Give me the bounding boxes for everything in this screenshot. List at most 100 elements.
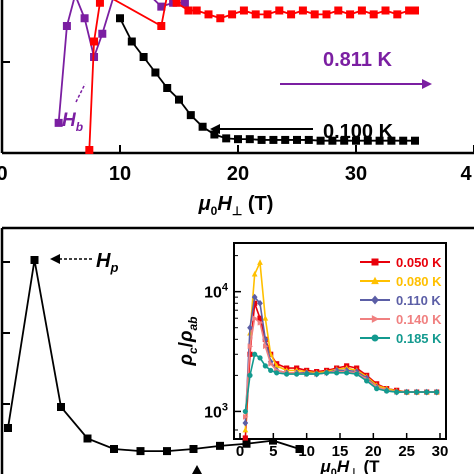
top-series-point [172,0,181,7]
bottom-series-point [269,436,277,445]
bottom-series-point [189,445,198,453]
hp-arrow-head [50,254,60,264]
bottom-series-point [242,439,251,448]
top-x-tick-label: 30 [345,163,367,185]
top-series-point [127,37,136,46]
top-series-point [275,6,284,15]
bottom-series-point [295,445,304,453]
inset-series-point [324,370,330,376]
top-series-point [222,134,231,143]
legend-marker [371,258,379,266]
top-series-point [139,53,148,61]
top-x-tick-label: 10 [109,163,131,185]
top-series-point [95,0,104,7]
top-series-point [54,118,63,127]
bottom-series-point [4,424,12,432]
top-x-ticks: 0 10 20 30 4 [0,145,474,185]
inset-series-point [262,335,269,343]
top-series-point [363,136,372,145]
inset-series-point [344,370,350,376]
top-series-point [90,37,99,46]
top-series-point [62,22,71,30]
inset-series-point [242,419,249,427]
top-series-point [346,10,355,19]
bottom-series-point [83,434,92,443]
inset-series-point [262,343,269,350]
legend-marker [371,315,380,323]
top-series-point [228,10,237,19]
inset-series-point [257,299,263,307]
top-series-point [334,6,343,15]
inset-x-tick-label: 25 [398,443,415,460]
top-series-point [180,0,189,7]
top-series-point [316,136,325,145]
inset-series-point [284,371,290,377]
top-series-point [399,136,408,145]
inset-series-point [273,362,280,369]
inset-series-point [262,363,268,369]
inset-series-point [424,389,430,395]
inset-series-point [262,315,269,321]
top-series-point [80,14,89,23]
bottom-series-point [216,441,224,450]
inset-series-point [334,370,340,376]
top-series-point [387,136,396,145]
inset-series-point [242,414,249,420]
top-series-point [281,135,290,144]
legend-label: 0.140 K [396,312,442,327]
inset-series-point [252,300,258,306]
inset-series-point [242,426,249,433]
inset-series-point [394,389,400,395]
bottom-series-point [57,403,65,411]
top-series [54,0,419,154]
inset-series-point [247,372,253,378]
legend-marker [371,276,379,285]
top-series-point [352,136,360,145]
inset-x-tick-label: 20 [365,443,382,460]
bottom-y-ticks [2,261,10,405]
inset-series-point [242,435,248,441]
hp-annotation: Hp [96,250,118,275]
top-series-point [216,14,225,23]
bottom-panel: Hp [0,226,474,474]
inset-y-ticks: 104 103 [204,255,241,431]
top-series-point [98,29,107,38]
inset-series [242,259,440,441]
top-x-tick-label: 4 [460,163,472,185]
black-series-label: 0.100 K [323,121,394,143]
top-series-point [198,122,207,131]
top-series-point [411,6,419,15]
top-series-point [393,10,402,19]
inset-series-point [252,315,258,322]
inset-x-tick-label: 15 [332,443,349,460]
inset-series-point [251,271,258,277]
legend-marker [371,295,379,305]
inset-series-point [414,389,420,395]
inset-series-point [304,371,310,377]
inset-x-tick-label: 0 [236,443,244,460]
top-series-point [192,6,201,15]
top-series-point [175,95,183,104]
legend-label: 0.110 K [396,293,441,308]
top-x-tick-label: 0 [0,163,8,185]
top-panel: 0 10 20 30 4 0.811 K 0.100 K Hb μ0H⊥ (T) [0,0,474,218]
inset-series-point [268,360,274,367]
bottom-series-point [110,445,118,453]
top-series-point [116,14,124,23]
inset-series-point [274,370,280,376]
black-arrow-head [210,124,220,134]
top-series-point [310,10,319,19]
purple-series-label: 0.811 K [323,49,393,71]
top-series-point [304,135,313,144]
top-series-point [298,6,307,15]
top-series-point [357,6,366,15]
top-series-point [381,6,390,15]
top-series-point [287,10,296,19]
inset-series-point [364,378,370,384]
top-series-point [151,68,160,77]
top-series-point [186,111,195,120]
inset-x-tick-label: 30 [432,443,449,460]
top-series-point [234,135,242,144]
top-series-point [157,2,166,11]
